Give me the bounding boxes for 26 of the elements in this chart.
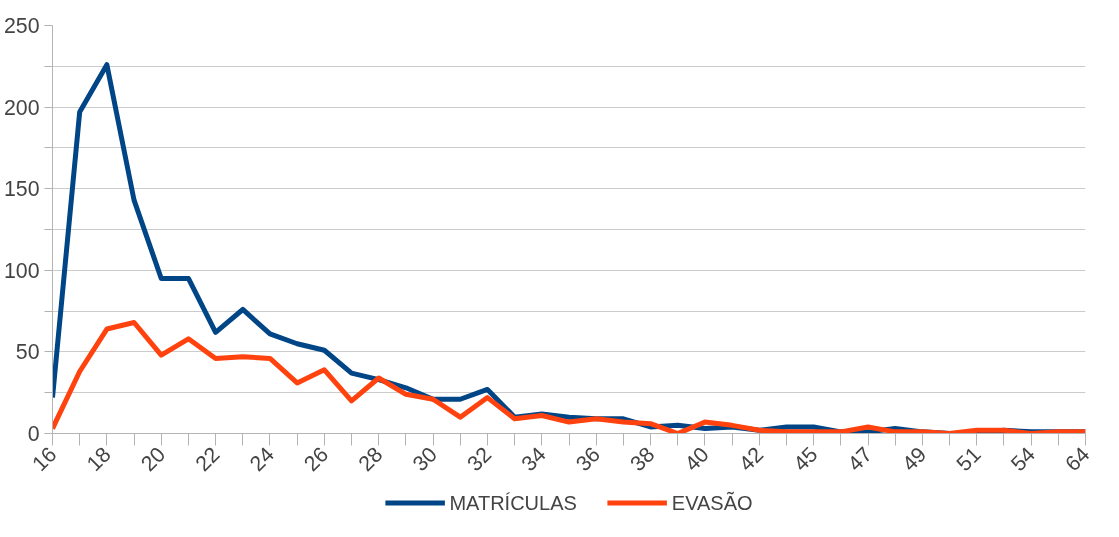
x-tick-label: 40 (680, 442, 714, 477)
y-tick-label: 250 (3, 14, 40, 38)
y-tick-label: 150 (3, 177, 40, 202)
x-tick-label: 18 (81, 442, 116, 477)
x-tick-label: 24 (245, 442, 279, 477)
x-tick-label: 22 (190, 442, 225, 477)
x-tick-label: 30 (408, 442, 443, 477)
x-tick-label: 54 (1006, 442, 1041, 477)
y-tick-label: 100 (3, 258, 40, 283)
legend-label: EVASÃO (671, 491, 753, 514)
x-tick-label: 49 (897, 442, 932, 477)
x-tick-label: 64 (1060, 442, 1095, 477)
x-tick-label: 42 (734, 442, 769, 477)
x-tick-label: 32 (462, 442, 497, 477)
legend-label: MATRÍCULAS (449, 491, 577, 514)
y-tick-label: 200 (3, 95, 40, 120)
x-tick-label: 28 (353, 442, 388, 477)
x-tick-label: 26 (299, 442, 334, 477)
x-tick-label: 51 (951, 442, 986, 477)
x-tick-label: 47 (843, 442, 877, 477)
x-tick-label: 36 (571, 442, 606, 477)
x-tick-label: 45 (788, 442, 823, 477)
x-tick-label: 20 (136, 442, 171, 477)
y-tick-label: 50 (15, 340, 40, 365)
x-tick-label: 38 (625, 442, 660, 477)
x-tick-label: 34 (516, 442, 551, 477)
